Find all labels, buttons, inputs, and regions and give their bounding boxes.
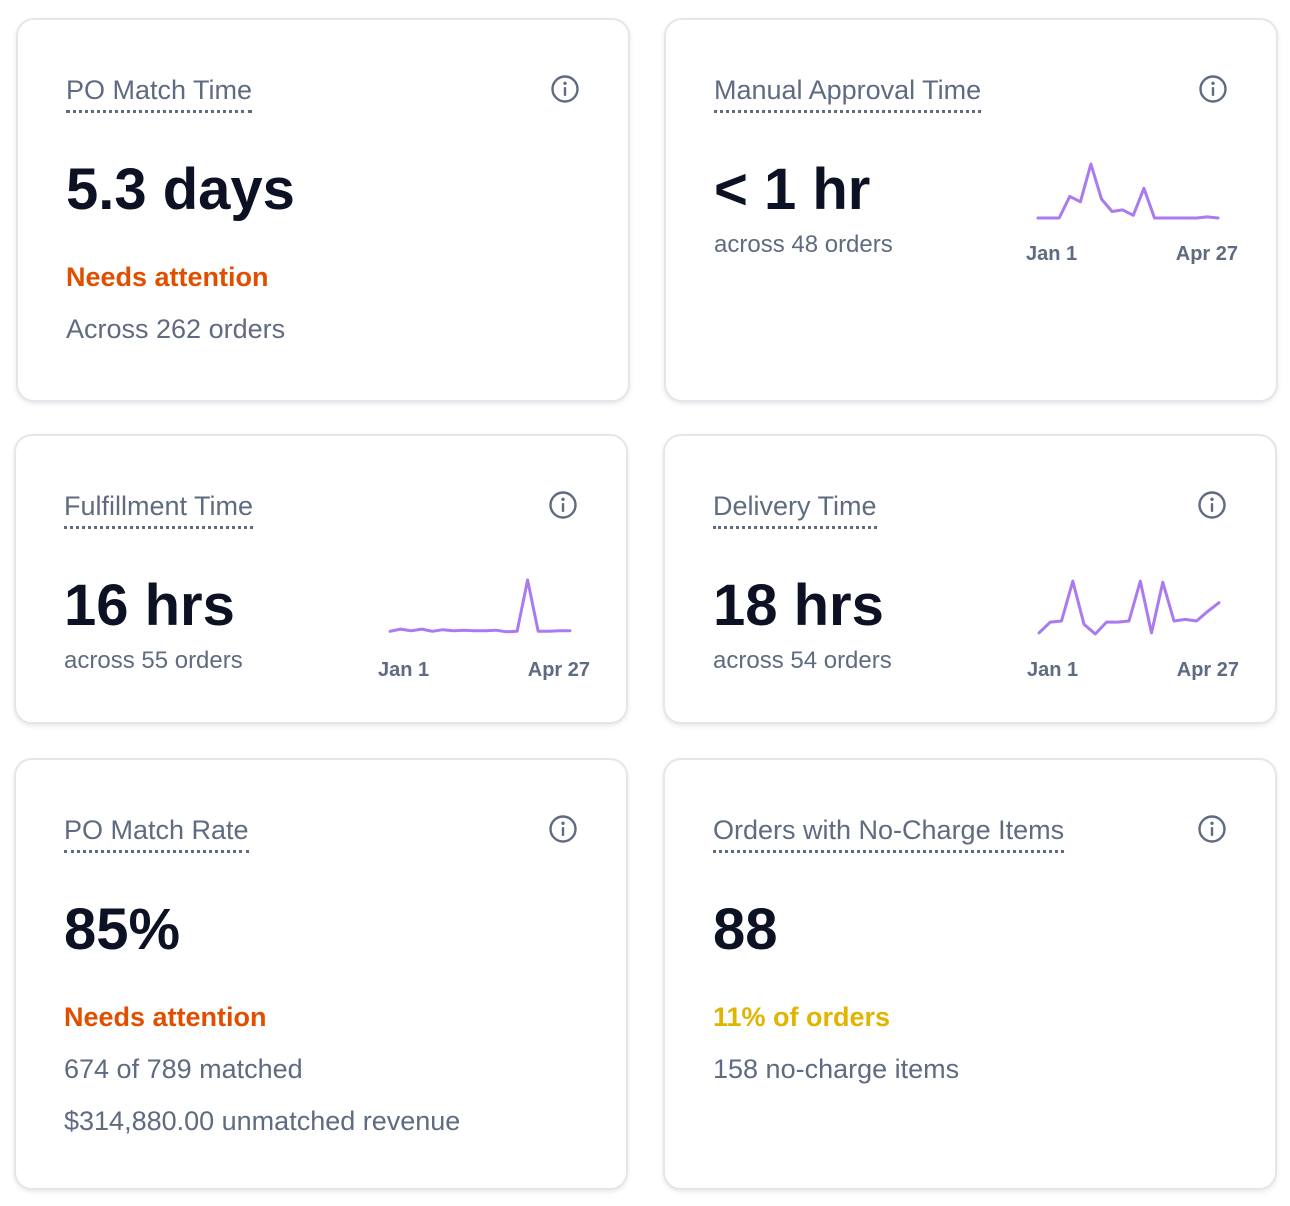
- card-title[interactable]: PO Match Rate: [64, 812, 249, 853]
- card-fulfillment-time: Fulfillment Time 16 hrs across 55 orders…: [14, 434, 628, 724]
- info-icon[interactable]: [550, 74, 580, 104]
- sub-text: across 55 orders: [64, 647, 243, 674]
- card-po-match-time: PO Match Time 5.3 days Needs attention A…: [16, 18, 630, 402]
- detail-text-matched: 674 of 789 matched: [64, 1054, 303, 1084]
- metric-value: < 1 hr: [714, 157, 871, 222]
- card-title[interactable]: PO Match Time: [66, 72, 253, 113]
- sparkline-svg: [1036, 162, 1220, 220]
- metric-value: 5.3 days: [66, 157, 295, 222]
- card-title[interactable]: Orders with No-Charge Items: [713, 812, 1065, 853]
- sparkline-svg: [1037, 579, 1221, 636]
- sparkline-chart: Jan 1 Apr 27: [1026, 160, 1238, 270]
- x-tick-start: Jan 1: [1027, 659, 1079, 681]
- card-title[interactable]: Fulfillment Time: [64, 488, 254, 529]
- info-icon[interactable]: [1198, 74, 1228, 104]
- detail-text-revenue: $314,880.00 unmatched revenue: [64, 1106, 461, 1136]
- metric-value: 16 hrs: [64, 573, 235, 638]
- x-tick-start: Jan 1: [1026, 243, 1078, 265]
- metric-value: 18 hrs: [713, 573, 884, 638]
- info-icon[interactable]: [1197, 490, 1227, 520]
- detail-text: Across 262 orders: [66, 314, 286, 344]
- card-manual-approval-time: Manual Approval Time < 1 hr across 48 or…: [664, 18, 1278, 402]
- card-po-match-rate: PO Match Rate 85% Needs attention 674 of…: [14, 758, 628, 1190]
- sub-text: across 48 orders: [714, 231, 893, 258]
- x-tick-start: Jan 1: [378, 659, 430, 681]
- info-icon[interactable]: [548, 814, 578, 844]
- card-title[interactable]: Manual Approval Time: [714, 72, 982, 113]
- sparkline-series: [1036, 162, 1220, 220]
- sub-text: across 54 orders: [713, 647, 892, 674]
- x-tick-end: Apr 27: [527, 659, 590, 681]
- sparkline-chart: Jan 1 Apr 27: [378, 576, 590, 686]
- card-title[interactable]: Delivery Time: [713, 488, 877, 529]
- sparkline-svg: [388, 578, 572, 634]
- info-icon[interactable]: [1197, 814, 1227, 844]
- status-text: Needs attention: [64, 1002, 267, 1032]
- status-text: Needs attention: [66, 262, 269, 292]
- x-tick-end: Apr 27: [1176, 659, 1239, 681]
- x-tick-end: Apr 27: [1175, 243, 1238, 265]
- sparkline-series: [1037, 579, 1221, 636]
- status-text: 11% of orders: [713, 1002, 891, 1032]
- card-delivery-time: Delivery Time 18 hrs across 54 orders Ja…: [663, 434, 1277, 724]
- info-icon[interactable]: [548, 490, 578, 520]
- metric-value: 88: [713, 897, 778, 962]
- card-no-charge-items: Orders with No-Charge Items 88 11% of or…: [663, 758, 1277, 1190]
- sparkline-series: [388, 578, 572, 634]
- detail-text: 158 no-charge items: [713, 1054, 960, 1084]
- sparkline-chart: Jan 1 Apr 27: [1027, 576, 1239, 686]
- metric-value: 85%: [64, 897, 181, 962]
